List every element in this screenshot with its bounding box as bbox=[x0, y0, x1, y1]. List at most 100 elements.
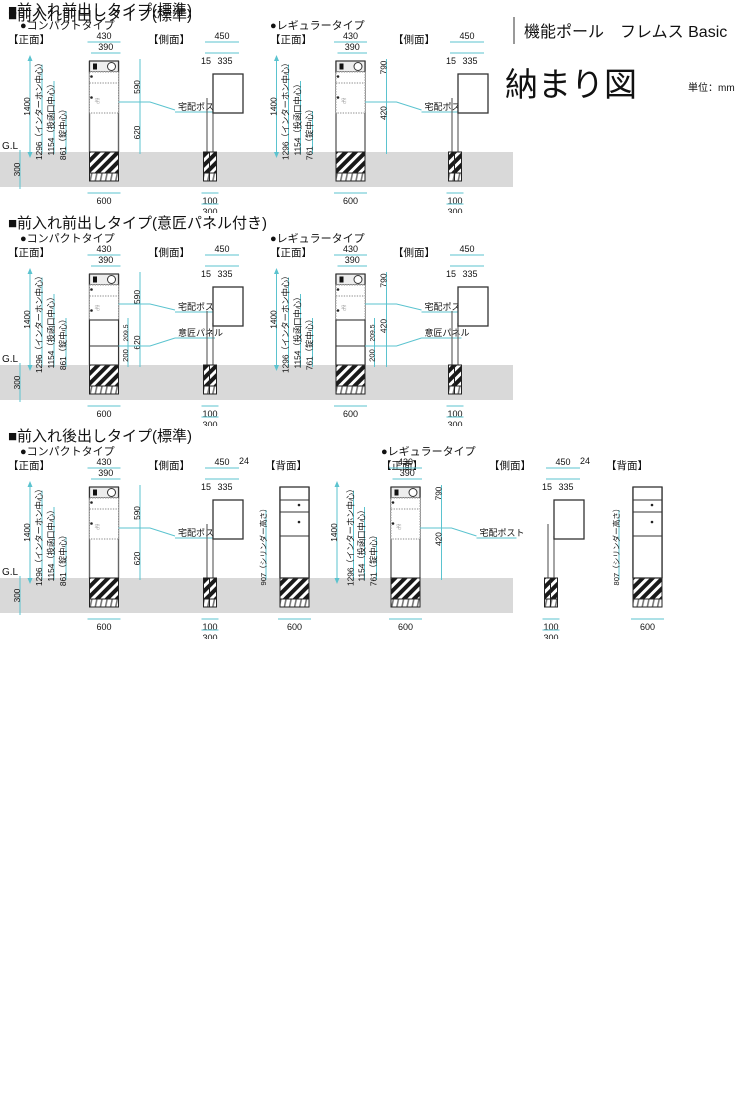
svg-text:宅: 宅 bbox=[341, 97, 347, 105]
svg-text:宅: 宅 bbox=[341, 304, 347, 312]
svg-text:861（錠中心）: 861（錠中心） bbox=[58, 531, 68, 586]
svg-text:1154（投函口中心）: 1154（投函口中心） bbox=[293, 293, 303, 369]
svg-text:24: 24 bbox=[580, 456, 590, 466]
svg-text:600: 600 bbox=[398, 622, 413, 632]
svg-text:1400: 1400 bbox=[329, 523, 339, 542]
svg-text:761（錠中心）: 761（錠中心） bbox=[369, 531, 379, 586]
svg-text:450: 450 bbox=[214, 244, 229, 254]
svg-text:24: 24 bbox=[239, 456, 249, 466]
svg-text:430: 430 bbox=[343, 31, 358, 41]
svg-text:430: 430 bbox=[343, 244, 358, 254]
svg-text:【正面】: 【正面】 bbox=[8, 247, 50, 259]
svg-text:1400: 1400 bbox=[22, 523, 32, 542]
svg-text:450: 450 bbox=[555, 457, 570, 467]
svg-text:【側面】: 【側面】 bbox=[148, 33, 190, 46]
svg-text:1296（インターホン中心）: 1296（インターホン中心） bbox=[281, 59, 291, 160]
svg-text:意匠パネル: 意匠パネル bbox=[425, 327, 470, 338]
svg-text:300: 300 bbox=[12, 375, 22, 389]
svg-text:【正面】: 【正面】 bbox=[8, 34, 50, 46]
svg-text:【背面】: 【背面】 bbox=[606, 459, 648, 472]
svg-text:430: 430 bbox=[96, 244, 111, 254]
svg-text:1400: 1400 bbox=[269, 310, 279, 329]
svg-text:1296（インターホン中心）: 1296（インターホン中心） bbox=[34, 272, 44, 373]
svg-text:■前入れ前出しタイプ(意匠パネル付き): ■前入れ前出しタイプ(意匠パネル付き) bbox=[8, 214, 267, 232]
svg-text:450: 450 bbox=[459, 244, 474, 254]
svg-text:620: 620 bbox=[132, 125, 142, 139]
svg-text:宅: 宅 bbox=[95, 97, 101, 105]
svg-text:●レギュラータイプ: ●レギュラータイプ bbox=[381, 445, 476, 458]
svg-text:209.5: 209.5 bbox=[370, 324, 377, 341]
svg-text:【正面】: 【正面】 bbox=[270, 34, 312, 46]
svg-text:G.L: G.L bbox=[2, 141, 19, 152]
svg-text:300: 300 bbox=[12, 588, 22, 602]
svg-text:600: 600 bbox=[287, 622, 302, 632]
svg-text:620: 620 bbox=[132, 551, 142, 565]
svg-text:【側面】: 【側面】 bbox=[393, 33, 435, 46]
svg-text:907（シリンダー高さ）: 907（シリンダー高さ） bbox=[258, 504, 268, 585]
svg-text:600: 600 bbox=[96, 409, 111, 419]
svg-text:1154（投函口中心）: 1154（投函口中心） bbox=[46, 80, 56, 156]
svg-text:1154（投函口中心）: 1154（投函口中心） bbox=[357, 506, 367, 582]
svg-text:335: 335 bbox=[462, 269, 477, 279]
svg-text:600: 600 bbox=[96, 196, 111, 206]
svg-text:600: 600 bbox=[640, 622, 655, 632]
svg-text:761（錠中心）: 761（錠中心） bbox=[305, 105, 315, 160]
svg-text:15: 15 bbox=[201, 482, 211, 492]
svg-text:【側面】: 【側面】 bbox=[148, 459, 190, 472]
svg-text:【正面】: 【正面】 bbox=[270, 247, 312, 259]
svg-text:420: 420 bbox=[379, 106, 389, 120]
svg-text:300: 300 bbox=[12, 162, 22, 176]
svg-text:200: 200 bbox=[368, 349, 377, 362]
svg-text:15: 15 bbox=[201, 56, 211, 66]
svg-text:■前入れ後出しタイプ(標準): ■前入れ後出しタイプ(標準) bbox=[8, 428, 192, 445]
svg-text:1154（投函口中心）: 1154（投函口中心） bbox=[46, 293, 56, 369]
svg-text:390: 390 bbox=[98, 255, 113, 265]
svg-text:390: 390 bbox=[98, 42, 113, 52]
svg-text:G.L: G.L bbox=[2, 567, 19, 578]
svg-text:【側面】: 【側面】 bbox=[393, 246, 435, 259]
svg-text:335: 335 bbox=[217, 269, 232, 279]
svg-text:【背面】: 【背面】 bbox=[265, 459, 307, 472]
svg-text:300: 300 bbox=[543, 633, 558, 639]
svg-text:1296（インターホン中心）: 1296（インターホン中心） bbox=[34, 485, 44, 586]
svg-text:200: 200 bbox=[121, 349, 130, 362]
svg-text:1400: 1400 bbox=[269, 97, 279, 116]
svg-text:390: 390 bbox=[345, 42, 360, 52]
svg-text:390: 390 bbox=[98, 468, 113, 478]
svg-text:430: 430 bbox=[96, 31, 111, 41]
svg-text:15: 15 bbox=[446, 269, 456, 279]
svg-text:420: 420 bbox=[379, 319, 389, 333]
svg-text:1296（インターホン中心）: 1296（インターホン中心） bbox=[34, 59, 44, 160]
svg-text:335: 335 bbox=[462, 56, 477, 66]
svg-text:335: 335 bbox=[217, 482, 232, 492]
svg-text:宅: 宅 bbox=[95, 304, 101, 312]
svg-text:861（錠中心）: 861（錠中心） bbox=[58, 105, 68, 160]
svg-text:450: 450 bbox=[214, 457, 229, 467]
svg-text:【側面】: 【側面】 bbox=[148, 246, 190, 259]
svg-text:430: 430 bbox=[398, 457, 413, 467]
svg-text:300: 300 bbox=[202, 633, 217, 639]
svg-text:335: 335 bbox=[558, 482, 573, 492]
svg-text:861（錠中心）: 861（錠中心） bbox=[58, 315, 68, 370]
svg-text:1400: 1400 bbox=[22, 310, 32, 329]
svg-text:宅配ポスト: 宅配ポスト bbox=[480, 527, 525, 538]
svg-text:807（シリンダー高さ）: 807（シリンダー高さ） bbox=[611, 504, 621, 585]
svg-text:450: 450 bbox=[459, 31, 474, 41]
svg-text:420: 420 bbox=[434, 532, 444, 546]
svg-text:【側面】: 【側面】 bbox=[489, 459, 531, 472]
svg-text:15: 15 bbox=[201, 269, 211, 279]
svg-text:335: 335 bbox=[217, 56, 232, 66]
svg-text:590: 590 bbox=[132, 290, 142, 304]
svg-text:1296（インターホン中心）: 1296（インターホン中心） bbox=[281, 272, 291, 373]
svg-text:430: 430 bbox=[96, 457, 111, 467]
svg-text:宅: 宅 bbox=[95, 523, 101, 531]
svg-text:390: 390 bbox=[400, 468, 415, 478]
svg-text:600: 600 bbox=[343, 196, 358, 206]
svg-text:600: 600 bbox=[343, 409, 358, 419]
svg-text:761（錠中心）: 761（錠中心） bbox=[305, 315, 315, 370]
svg-text:600: 600 bbox=[96, 622, 111, 632]
svg-text:■前入れ前出しタイプ(標準): ■前入れ前出しタイプ(標準) bbox=[8, 2, 192, 19]
svg-text:590: 590 bbox=[132, 80, 142, 94]
svg-text:意匠パネル: 意匠パネル bbox=[178, 327, 223, 338]
svg-text:【正面】: 【正面】 bbox=[8, 460, 50, 472]
